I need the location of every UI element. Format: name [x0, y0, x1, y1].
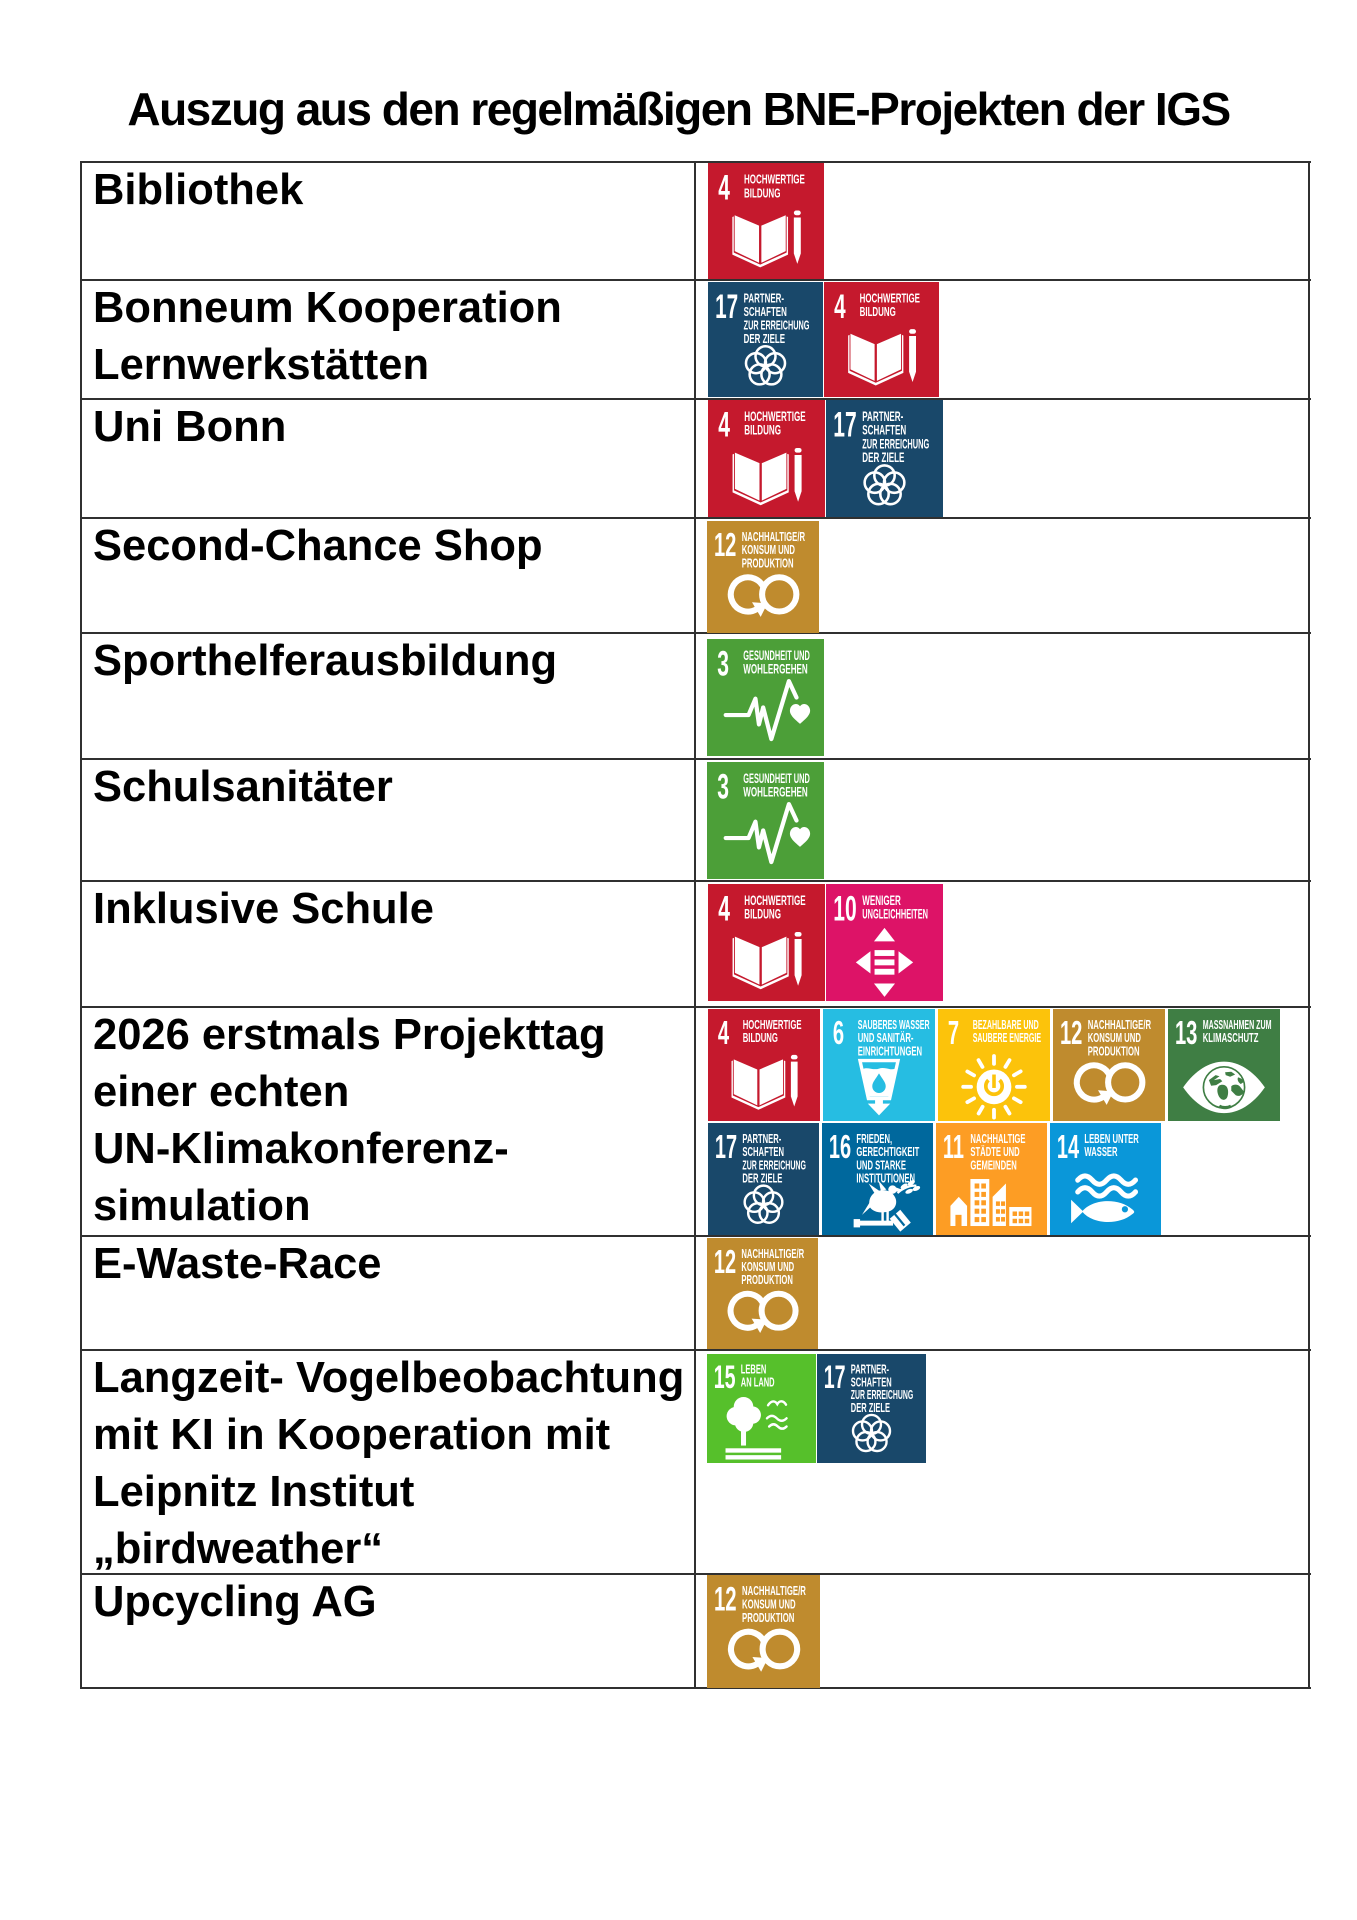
svg-text:DER ZIELE: DER ZIELE [742, 1172, 782, 1187]
svg-text:HOCHWERTIGE: HOCHWERTIGE [743, 1018, 802, 1033]
svg-text:NACHHALTIGE/R: NACHHALTIGE/R [1088, 1018, 1152, 1033]
svg-text:NACHHALTIGE: NACHHALTIGE [970, 1132, 1025, 1147]
svg-text:BILDUNG: BILDUNG [860, 305, 896, 320]
svg-text:PRODUKTION: PRODUKTION [1088, 1044, 1140, 1059]
svg-text:DER ZIELE: DER ZIELE [744, 332, 785, 347]
svg-text:SAUBERE ENERGIE: SAUBERE ENERGIE [973, 1032, 1041, 1046]
svg-text:GESUNDHEIT UND: GESUNDHEIT UND [743, 649, 810, 664]
svg-text:ZUR ERREICHUNG: ZUR ERREICHUNG [744, 318, 810, 333]
svg-text:PRODUKTION: PRODUKTION [741, 1273, 792, 1288]
svg-text:15: 15 [714, 1359, 736, 1395]
svg-text:BILDUNG: BILDUNG [744, 424, 781, 439]
svg-text:UND STARKE: UND STARKE [856, 1158, 906, 1173]
svg-text:7: 7 [948, 1014, 959, 1052]
svg-text:12: 12 [1060, 1014, 1082, 1052]
svg-text:17: 17 [715, 288, 738, 327]
svg-text:STÄDTE UND: STÄDTE UND [970, 1144, 1020, 1160]
svg-text:HOCHWERTIGE: HOCHWERTIGE [744, 173, 805, 188]
svg-text:NACHHALTIGE/R: NACHHALTIGE/R [742, 1584, 806, 1599]
svg-text:HOCHWERTIGE: HOCHWERTIGE [860, 292, 920, 307]
svg-text:WASSER: WASSER [1084, 1145, 1117, 1160]
svg-text:INSTITUTIONEN: INSTITUTIONEN [856, 1172, 915, 1187]
svg-text:HOCHWERTIGE: HOCHWERTIGE [744, 410, 805, 425]
svg-text:PARTNER-: PARTNER- [744, 292, 785, 307]
svg-text:10: 10 [833, 890, 856, 929]
svg-text:16: 16 [829, 1128, 851, 1166]
svg-text:11: 11 [943, 1128, 964, 1166]
svg-text:KLIMASCHUTZ: KLIMASCHUTZ [1203, 1031, 1259, 1046]
svg-text:3: 3 [717, 768, 729, 807]
svg-text:3: 3 [717, 645, 729, 684]
svg-text:GERECHTIGKEIT: GERECHTIGKEIT [856, 1145, 919, 1160]
svg-text:KONSUM UND: KONSUM UND [1088, 1031, 1141, 1046]
svg-text:GEMEINDEN: GEMEINDEN [970, 1158, 1016, 1173]
svg-text:6: 6 [833, 1014, 844, 1052]
svg-text:4: 4 [718, 406, 730, 445]
svg-text:PARTNER-: PARTNER- [742, 1132, 781, 1147]
svg-text:ZUR ERREICHUNG: ZUR ERREICHUNG [742, 1159, 805, 1173]
svg-text:ZUR ERREICHUNG: ZUR ERREICHUNG [862, 437, 929, 452]
svg-text:SAUBERES WASSER: SAUBERES WASSER [858, 1019, 930, 1033]
svg-text:4: 4 [718, 1014, 730, 1052]
svg-text:SCHAFTEN: SCHAFTEN [851, 1377, 892, 1390]
svg-text:EINRICHTUNGEN: EINRICHTUNGEN [858, 1044, 922, 1059]
svg-text:12: 12 [714, 1580, 737, 1618]
svg-text:NACHHALTIGE/R: NACHHALTIGE/R [742, 530, 806, 545]
svg-text:SCHAFTEN: SCHAFTEN [862, 424, 906, 439]
svg-text:WOHLERGEHEN: WOHLERGEHEN [743, 663, 807, 678]
svg-text:HOCHWERTIGE: HOCHWERTIGE [744, 894, 805, 909]
svg-text:4: 4 [718, 169, 730, 208]
svg-text:MASSNAHMEN ZUM: MASSNAHMEN ZUM [1203, 1019, 1272, 1033]
svg-text:BILDUNG: BILDUNG [744, 186, 780, 201]
svg-text:WENIGER: WENIGER [862, 894, 901, 909]
svg-text:17: 17 [715, 1128, 737, 1166]
svg-text:12: 12 [714, 526, 736, 564]
svg-text:KONSUM UND: KONSUM UND [741, 1260, 794, 1275]
svg-text:PARTNER-: PARTNER- [851, 1364, 890, 1377]
svg-text:NACHHALTIGE/R: NACHHALTIGE/R [741, 1247, 804, 1262]
svg-text:17: 17 [824, 1359, 846, 1395]
svg-text:WOHLERGEHEN: WOHLERGEHEN [743, 786, 807, 801]
svg-text:UNGLEICHHEITEN: UNGLEICHHEITEN [862, 907, 928, 922]
svg-text:SCHAFTEN: SCHAFTEN [744, 305, 787, 320]
svg-text:BILDUNG: BILDUNG [743, 1031, 778, 1046]
svg-text:13: 13 [1175, 1014, 1197, 1052]
svg-text:FRIEDEN,: FRIEDEN, [856, 1132, 892, 1147]
svg-text:12: 12 [714, 1243, 736, 1281]
svg-text:BEZAHLBARE UND: BEZAHLBARE UND [973, 1019, 1039, 1033]
svg-text:LEBEN: LEBEN [741, 1364, 766, 1377]
svg-text:4: 4 [834, 288, 846, 327]
svg-text:17: 17 [833, 406, 856, 445]
svg-text:4: 4 [718, 890, 730, 929]
svg-text:PRODUKTION: PRODUKTION [742, 1611, 795, 1626]
svg-text:ZUR ERREICHUNG: ZUR ERREICHUNG [851, 1389, 913, 1403]
svg-text:DER ZIELE: DER ZIELE [851, 1402, 890, 1415]
svg-text:DER ZIELE: DER ZIELE [862, 451, 904, 466]
svg-text:AN LAND: AN LAND [741, 1377, 775, 1390]
svg-text:UND SANITÄR-: UND SANITÄR- [858, 1030, 914, 1046]
svg-text:KONSUM UND: KONSUM UND [742, 1598, 796, 1613]
svg-text:BILDUNG: BILDUNG [744, 908, 781, 923]
svg-text:LEBEN UNTER: LEBEN UNTER [1084, 1132, 1139, 1147]
svg-text:PRODUKTION: PRODUKTION [742, 556, 794, 571]
svg-text:PARTNER-: PARTNER- [862, 410, 903, 425]
svg-text:SCHAFTEN: SCHAFTEN [742, 1145, 784, 1160]
svg-text:14: 14 [1057, 1128, 1080, 1166]
svg-text:GESUNDHEIT UND: GESUNDHEIT UND [743, 772, 810, 787]
svg-text:KONSUM UND: KONSUM UND [742, 543, 795, 558]
